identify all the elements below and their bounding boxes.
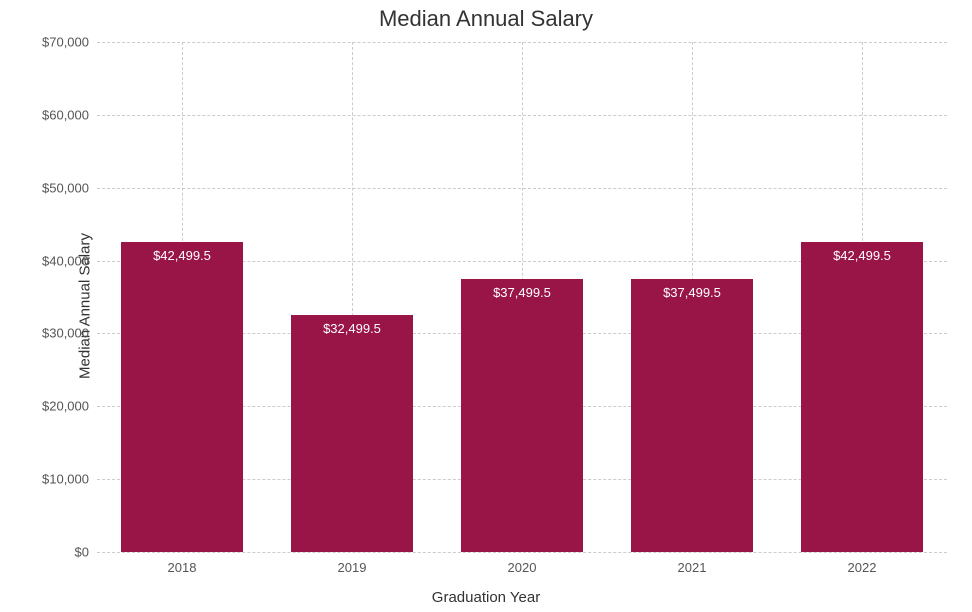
y-tick-label: $70,000 [42, 35, 97, 50]
plot-area: $0$10,000$20,000$30,000$40,000$50,000$60… [96, 42, 947, 553]
y-tick-label: $40,000 [42, 253, 97, 268]
chart-title: Median Annual Salary [0, 6, 972, 32]
x-tick-label: 2021 [678, 552, 707, 575]
x-tick-label: 2019 [338, 552, 367, 575]
y-tick-label: $50,000 [42, 180, 97, 195]
bar-value-label: $37,499.5 [461, 285, 583, 300]
bar-value-label: $42,499.5 [121, 248, 243, 263]
bar: $37,499.5 [461, 279, 583, 552]
bar-value-label: $37,499.5 [631, 285, 753, 300]
y-tick-label: $30,000 [42, 326, 97, 341]
bar-value-label: $32,499.5 [291, 321, 413, 336]
y-tick-label: $60,000 [42, 107, 97, 122]
x-tick-label: 2022 [848, 552, 877, 575]
salary-bar-chart: Median Annual Salary Median Annual Salar… [0, 0, 972, 612]
x-tick-label: 2020 [508, 552, 537, 575]
bar-value-label: $42,499.5 [801, 248, 923, 263]
y-tick-label: $20,000 [42, 399, 97, 414]
bar: $32,499.5 [291, 315, 413, 552]
y-tick-label: $0 [75, 545, 97, 560]
bar: $37,499.5 [631, 279, 753, 552]
bar: $42,499.5 [121, 242, 243, 552]
y-tick-label: $10,000 [42, 472, 97, 487]
x-tick-label: 2018 [168, 552, 197, 575]
bar: $42,499.5 [801, 242, 923, 552]
x-axis-label: Graduation Year [0, 589, 972, 606]
